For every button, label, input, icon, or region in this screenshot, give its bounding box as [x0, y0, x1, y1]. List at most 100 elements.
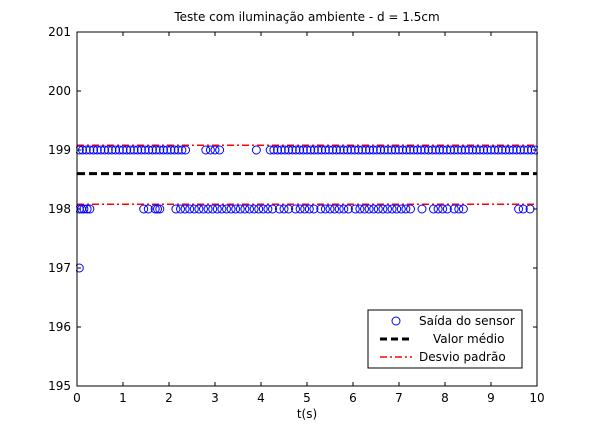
sensor-point — [177, 145, 187, 155]
sensor-point — [479, 145, 489, 155]
sensor-point — [176, 204, 185, 214]
sensor-point — [85, 145, 95, 155]
sensor-point — [334, 204, 344, 214]
sensor-point — [122, 145, 132, 155]
sensor-point — [111, 145, 121, 155]
sensor-point — [136, 145, 146, 155]
sensor-point — [468, 145, 478, 155]
sensor-point — [189, 204, 199, 214]
sensor-point — [493, 145, 503, 155]
sensor-point — [354, 145, 364, 155]
sensor-point — [369, 204, 379, 214]
sensor-point — [240, 204, 250, 214]
sensor-point — [396, 204, 406, 214]
sensor-point — [438, 204, 448, 214]
sensor-point — [346, 145, 356, 155]
sensor-point — [442, 145, 452, 155]
sensor-point — [276, 145, 286, 155]
sensor-point — [523, 145, 533, 155]
sensor-point — [368, 145, 378, 155]
sensor-point — [181, 145, 191, 155]
sensor-point — [304, 204, 314, 214]
sensor-point — [365, 145, 375, 155]
sensor-point — [162, 145, 172, 155]
sensor-point — [360, 204, 369, 214]
sensor-point — [387, 145, 397, 155]
sensor-point — [518, 204, 528, 214]
sensor-point — [210, 145, 220, 155]
sensor-point — [526, 145, 536, 155]
sensor-point — [85, 204, 95, 214]
sensor-point — [458, 204, 468, 214]
x-tick-label: 3 — [211, 391, 219, 405]
sensor-point — [226, 204, 236, 214]
sensor-point — [324, 145, 334, 155]
sensor-point — [133, 145, 143, 155]
y-tick-label: 199 — [48, 143, 71, 157]
sensor-point — [76, 263, 84, 273]
sensor-point — [449, 204, 459, 214]
sensor-point — [254, 204, 264, 214]
x-tick-label: 7 — [395, 391, 403, 405]
legend-label-mean: Valor médio — [433, 332, 504, 346]
x-axis-label: t(s) — [297, 407, 317, 421]
sensor-point — [158, 145, 168, 155]
sensor-point — [114, 145, 124, 155]
sensor-point — [212, 204, 222, 214]
sensor-point — [295, 145, 305, 155]
plot-frame — [76, 31, 538, 387]
sensor-point — [433, 204, 443, 214]
sensor-point — [431, 145, 441, 155]
sensor-point — [331, 145, 341, 155]
sensor-point — [394, 145, 404, 155]
sensor-point — [401, 145, 411, 155]
sensor-point — [427, 145, 437, 155]
sensor-point — [342, 145, 352, 155]
sensor-point — [287, 145, 297, 155]
sensor-point — [313, 145, 323, 155]
sensor-point — [139, 204, 149, 214]
sensor-point — [92, 145, 102, 155]
sensor-point — [316, 204, 326, 214]
sensor-point — [378, 204, 388, 214]
legend: Saída do sensor Valor médio Desvio padrã… — [367, 309, 523, 369]
sensor-point — [284, 145, 294, 155]
sensor-point — [464, 145, 474, 155]
sensor-point — [205, 145, 215, 155]
sensor-point — [265, 145, 275, 155]
sensor-point — [194, 204, 204, 214]
y-tick-label: 201 — [48, 25, 71, 39]
sensor-point — [355, 204, 365, 214]
sensor-point — [398, 145, 408, 155]
sensor-point — [454, 204, 464, 214]
sensor-point — [475, 145, 485, 155]
sensor-point — [201, 145, 211, 155]
sensor-point — [235, 204, 245, 214]
sensor-point — [185, 204, 195, 214]
sensor-point — [258, 204, 268, 214]
sensor-point — [263, 204, 273, 214]
sensor-point — [449, 145, 459, 155]
sensor-point — [420, 145, 430, 155]
sensor-point — [357, 145, 367, 155]
sensor-point — [406, 204, 415, 214]
sensor-point — [525, 204, 535, 214]
sensor-point — [295, 204, 305, 214]
y-tick-label: 195 — [48, 379, 71, 393]
sensor-point — [486, 145, 496, 155]
sensor-point — [453, 145, 463, 155]
sensor-point — [339, 145, 349, 155]
sensor-point — [497, 145, 507, 155]
sensor-point — [460, 145, 470, 155]
sensor-point — [217, 204, 227, 214]
sensor-point — [372, 145, 382, 155]
sensor-point — [96, 145, 106, 155]
sensor-point — [401, 204, 411, 214]
y-tick-label: 197 — [48, 261, 71, 275]
sensor-point — [268, 204, 277, 214]
sensor-point — [245, 204, 254, 214]
sensor-point — [429, 204, 438, 214]
sensor-point — [150, 204, 160, 214]
sensor-point — [107, 145, 117, 155]
